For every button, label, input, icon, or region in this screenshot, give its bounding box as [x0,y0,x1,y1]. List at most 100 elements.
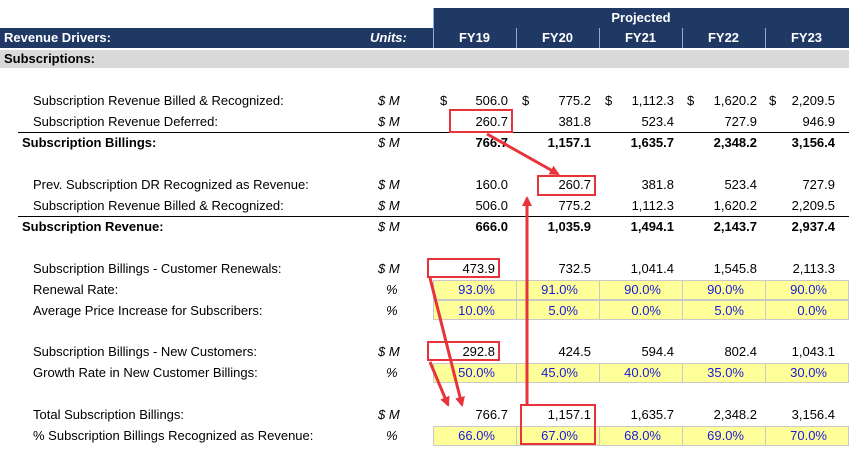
row-label: Subscription Billings - New Customers: [33,344,257,359]
highlight-box-deferred [449,109,513,133]
arrow-renewals-to-total [428,277,465,407]
year-fy23: FY23 [790,30,823,45]
cell-fy20[interactable]: 1,157.1 [547,135,591,150]
cell-fy19[interactable]: 292.8 [462,344,495,359]
cell-fy23[interactable]: 1,043.1 [791,344,835,359]
input-fy23[interactable]: 90.0% [790,282,827,297]
cell-fy22[interactable]: 2,143.7 [713,219,757,234]
year-fy21: FY21 [624,30,657,45]
cell-fy22[interactable]: 727.9 [724,114,757,129]
cell-fy19[interactable]: 666.0 [475,219,508,234]
cell-fy21[interactable]: 1,112.3 [631,198,674,213]
input-fy23[interactable]: 70.0% [790,428,827,443]
highlight-box-renewals [427,258,500,278]
section-bar [0,50,849,68]
cell-fy19[interactable]: 766.7 [475,135,508,150]
cell-fy21[interactable]: 1,112.3 [631,93,674,108]
cell-fy19[interactable]: 506.0 [475,93,508,108]
cell-fy20[interactable]: 732.5 [558,261,591,276]
row-label: Prev. Subscription DR Recognized as Reve… [33,177,309,192]
input-fy20[interactable]: 91.0% [541,282,578,297]
highlight-box-fy20-billings [520,404,596,445]
cell-fy23[interactable]: 3,156.4 [791,135,835,150]
row-label: Subscription Revenue Billed & Recognized… [33,198,284,213]
row-unit: $ M [378,261,400,276]
dollar-sign: $ [769,93,777,108]
input-fy21[interactable]: 0.0% [631,303,661,318]
input-fy20[interactable]: 67.0% [541,428,578,443]
cell-fy23[interactable]: 3,156.4 [791,407,835,422]
cell-fy19[interactable]: 473.9 [462,261,495,276]
cell-fy21[interactable]: 1,041.4 [630,261,674,276]
cell-fy23[interactable]: 946.9 [802,114,835,129]
row-unit: $ M [378,177,400,192]
cell-fy22[interactable]: 1,620.2 [713,198,757,213]
cell-fy20[interactable]: 775.2 [558,198,591,213]
cell-fy21[interactable]: 523.4 [641,114,674,129]
cell-fy22[interactable]: 523.4 [724,177,757,192]
dollar-sign: $ [605,93,613,108]
row-unit: $ M [378,344,400,359]
input-fy20[interactable]: 45.0% [541,365,578,380]
cell-fy20[interactable]: 1,035.9 [547,219,591,234]
cell-fy21[interactable]: 1,494.1 [630,219,674,234]
input-fy20[interactable]: 5.0% [548,303,578,318]
cell-fy20[interactable]: 1,157.1 [547,407,591,422]
cell-fy19[interactable]: 260.7 [475,114,508,129]
input-fy19[interactable]: 50.0% [458,365,495,380]
input-fy22[interactable]: 35.0% [707,365,744,380]
row-label: Growth Rate in New Customer Billings: [33,365,258,380]
input-fy21[interactable]: 90.0% [624,282,661,297]
cell-fy22[interactable]: 2,348.2 [713,407,757,422]
input-fy22[interactable]: 5.0% [714,303,744,318]
input-fy21[interactable]: 68.0% [624,428,661,443]
row-unit: % [386,365,398,380]
cell-fy21[interactable]: 1,635.7 [630,135,674,150]
cell-fy23[interactable]: 2,937.4 [791,219,835,234]
row-label: Total Subscription Billings: [33,407,185,422]
header-col-sep [682,28,683,48]
input-fy23[interactable]: 0.0% [797,303,827,318]
input-fy19[interactable]: 10.0% [458,303,495,318]
units-header: Units: [370,30,407,45]
cell-fy20[interactable]: 424.5 [558,344,591,359]
input-fy22[interactable]: 69.0% [707,428,744,443]
cell-fy23[interactable]: 2,209.5 [791,93,835,108]
header-divider [433,8,434,48]
cell-fy20[interactable]: 260.7 [558,177,591,192]
input-fy19[interactable]: 93.0% [458,282,495,297]
input-fy23[interactable]: 30.0% [790,365,827,380]
cell-fy20[interactable]: 381.8 [558,114,591,129]
row-unit: % [386,282,398,297]
total-rule [18,216,849,217]
cell-fy21[interactable]: 594.4 [641,344,674,359]
row-label: % Subscription Billings Recognized as Re… [33,428,314,443]
header-col-sep [516,28,517,48]
row-label: Subscription Billings - Customer Renewal… [33,261,282,276]
year-fy19: FY19 [458,30,491,45]
cell-fy23[interactable]: 2,113.3 [792,261,835,276]
input-fy21[interactable]: 40.0% [624,365,661,380]
cell-fy22[interactable]: 2,348.2 [713,135,757,150]
dollar-sign: $ [687,93,695,108]
dollar-sign: $ [440,93,448,108]
input-fy19[interactable]: 66.0% [458,428,495,443]
cell-fy19[interactable]: 160.0 [475,177,508,192]
row-label: Subscription Revenue Billed & Recognized… [33,93,284,108]
cell-fy19[interactable]: 506.0 [475,198,508,213]
row-unit: % [386,428,398,443]
row-label: Renewal Rate: [33,282,119,297]
year-fy22: FY22 [707,30,740,45]
cell-fy22[interactable]: 1,545.8 [713,261,757,276]
cell-fy20[interactable]: 775.2 [558,93,591,108]
input-fy22[interactable]: 90.0% [707,282,744,297]
cell-fy21[interactable]: 1,635.7 [630,407,674,422]
cell-fy23[interactable]: 727.9 [802,177,835,192]
cell-fy19[interactable]: 766.7 [475,407,508,422]
cell-fy23[interactable]: 2,209.5 [791,198,835,213]
cell-fy21[interactable]: 381.8 [641,177,674,192]
cell-fy22[interactable]: 802.4 [724,344,757,359]
arrow-deferred-to-prev-dr [486,132,560,176]
cell-fy22[interactable]: 1,620.2 [713,93,757,108]
